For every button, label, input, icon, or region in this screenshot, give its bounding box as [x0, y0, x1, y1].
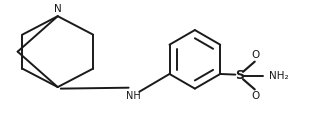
Text: S: S	[235, 69, 244, 82]
Text: O: O	[251, 91, 259, 101]
Text: NH₂: NH₂	[269, 70, 289, 81]
Text: N: N	[54, 4, 61, 14]
Text: NH: NH	[126, 91, 141, 101]
Text: O: O	[251, 50, 259, 60]
